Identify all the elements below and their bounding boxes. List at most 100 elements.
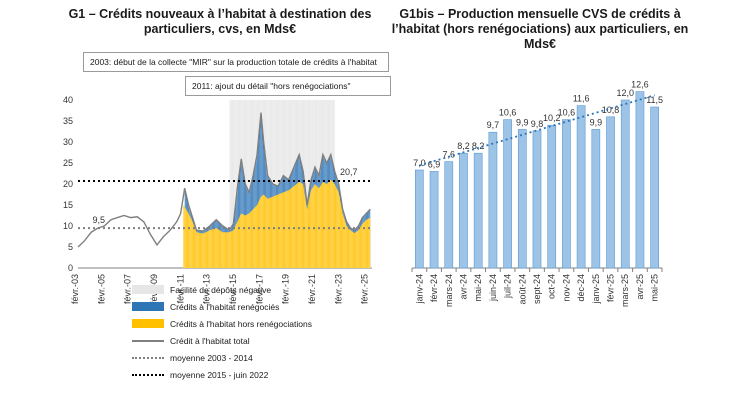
bar (620, 99, 630, 269)
g1bis-title: G1bis – Production mensuelle CVS de créd… (391, 7, 689, 51)
data-label: 8,2 (472, 141, 485, 151)
bar (650, 106, 659, 269)
y-tick-label: 30 (63, 137, 73, 147)
data-label: 9,8 (531, 119, 544, 129)
x-tick-label: janv-24 (414, 274, 424, 305)
legend-item-avg-2003-2014: moyenne 2003 - 2014 (132, 349, 312, 366)
legend-label: moyenne 2015 - juin 2022 (170, 369, 269, 380)
annotation-2011: 2011: ajout du détail "hors renégociatio… (185, 76, 391, 96)
avg-2003-2014-label: 9,5 (92, 215, 105, 225)
annotation-2003: 2003: début de la collecte "MIR" sur la … (83, 52, 389, 72)
x-tick-label: févr.-17 (254, 274, 264, 304)
x-tick-label: févr.-13 (202, 274, 212, 304)
legend-label: Facilité de dépôts négative (170, 284, 272, 295)
data-label: 10,8 (602, 105, 620, 115)
x-tick-label: févr.-05 (96, 274, 106, 304)
data-label: 9,9 (516, 117, 529, 127)
x-tick-label: mai-24 (473, 274, 483, 302)
legend-item-avg-2015-2022: moyenne 2015 - juin 2022 (132, 366, 312, 383)
bar (459, 152, 468, 269)
x-tick-label: août-24 (517, 274, 527, 305)
data-label: 10,6 (499, 108, 517, 118)
trendline (419, 94, 655, 167)
legend-label: Crédits à l'habitat renégociés (170, 301, 280, 312)
data-label: 12,6 (631, 80, 649, 90)
g1-legend: Facilité de dépôts négative Crédits à l'… (132, 281, 312, 383)
bar (576, 105, 586, 269)
x-tick-label: févr.-25 (360, 274, 370, 304)
data-label: 8,2 (457, 141, 470, 151)
data-label: 6,9 (428, 159, 441, 169)
x-tick-label: févr.-11 (175, 274, 185, 303)
x-tick-label: févr-24 (429, 274, 439, 302)
x-tick-label: févr.-07 (123, 274, 133, 304)
y-tick-label: 5 (68, 242, 73, 252)
legend-item-excl-reneg: Crédits à l'habitat hors renégociations (132, 315, 312, 332)
dotted-swatch-icon (132, 356, 164, 359)
legend-item-renegotiated: Crédits à l'habitat renégociés (132, 298, 312, 315)
data-label: 9,9 (590, 117, 603, 127)
data-label: 10,6 (558, 108, 576, 118)
x-tick-label: oct-24 (547, 274, 557, 299)
legend-label: moyenne 2003 - 2014 (170, 352, 253, 363)
band-swatch-icon (132, 285, 164, 294)
y-tick-label: 15 (63, 200, 73, 210)
x-tick-label: févr.-15 (228, 274, 238, 304)
bar-swatch-icon (132, 319, 164, 328)
bar (503, 119, 512, 269)
x-tick-label: févr.-21 (307, 274, 317, 304)
y-tick-label: 10 (63, 221, 73, 231)
x-tick-label: déc-24 (576, 274, 586, 302)
x-tick-label: avr-24 (458, 274, 468, 300)
bar (562, 119, 571, 269)
x-tick-label: nov-24 (561, 274, 571, 302)
y-tick-label: 20 (63, 179, 73, 189)
x-tick-label: avr-25 (635, 274, 645, 300)
g1-chart: 0 5 10 15 20 25 30 35 40 9,5 20,7 févr.-03 févr.-05 f… (63, 95, 372, 304)
bar (473, 152, 483, 269)
legend-item-total: Crédit à l'habitat total (132, 332, 312, 349)
g1-title: G1 – Crédits nouveaux à l’habitat à dest… (68, 7, 372, 36)
bar (415, 169, 424, 269)
g1bis-chart: 7,0 janv-24 6,9 févr-24 7,6 mars-24 8,2 avr-24 8… (411, 80, 663, 307)
x-tick-label: juil-24 (503, 274, 513, 299)
data-label: 7,6 (443, 150, 456, 160)
x-tick-label: févr.-03 (70, 274, 80, 304)
y-tick-label: 35 (63, 116, 73, 126)
legend-label: Crédits à l'habitat hors renégociations (170, 318, 312, 329)
bar (591, 129, 601, 269)
x-tick-label: janv-25 (591, 274, 601, 305)
total-line (77, 112, 371, 248)
data-label: 9,7 (487, 120, 500, 130)
x-tick-label: sept-24 (532, 274, 542, 304)
bar (517, 129, 527, 269)
avg-2015-2022-label: 20,7 (340, 167, 358, 177)
data-label: 11,6 (573, 94, 590, 104)
bar (429, 171, 439, 269)
legend-label: Crédit à l'habitat total (170, 335, 250, 346)
bar (635, 91, 645, 269)
line-swatch-icon (132, 339, 164, 342)
data-label: 10,2 (543, 113, 561, 123)
x-tick-label: févr-25 (606, 274, 616, 302)
bar (532, 130, 542, 269)
bar (547, 124, 557, 269)
dotted-swatch-icon (132, 373, 164, 376)
y-tick-label: 25 (63, 158, 73, 168)
bar (488, 131, 498, 269)
x-tick-label: mars-24 (444, 274, 454, 307)
bar-swatch-icon (132, 302, 164, 311)
y-tick-label: 40 (63, 95, 73, 105)
x-tick-label: mai-25 (650, 274, 660, 302)
y-tick-label: 0 (68, 263, 73, 273)
bar (606, 116, 615, 269)
legend-item-negative-rate: Facilité de dépôts négative (132, 281, 312, 298)
data-label: 12,0 (616, 88, 634, 98)
x-tick-label: févr.-23 (333, 274, 343, 304)
data-label: 11,5 (646, 95, 663, 105)
data-label: 7,0 (413, 158, 426, 168)
x-tick-label: juin-24 (488, 274, 498, 302)
x-tick-label: févr.-19 (281, 274, 291, 304)
x-tick-label: mars-25 (620, 274, 630, 307)
